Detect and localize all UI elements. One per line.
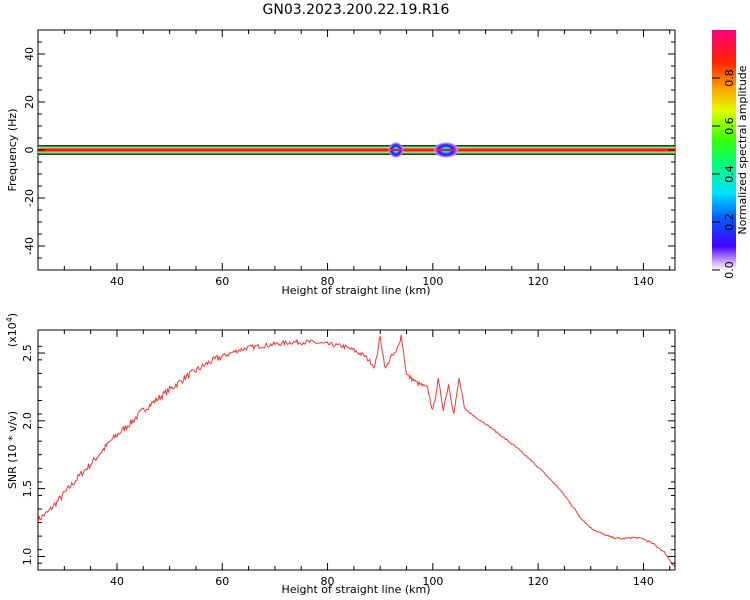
spectrogram-x-ticks: 40 60 80 100 120 140 xyxy=(63,30,671,288)
snr-series-line xyxy=(38,334,675,568)
snr-frame xyxy=(37,329,676,571)
y-tick-label: -40 xyxy=(23,237,36,255)
x-tick-label: 80 xyxy=(321,275,335,288)
x-tick-label: 120 xyxy=(528,575,549,588)
band-core xyxy=(38,148,675,152)
y-tick-label: 1.0 xyxy=(21,548,34,566)
colorbar-tick-label: 0.4 xyxy=(723,165,736,183)
figure-title: GN03.2023.200.22.19.R16 xyxy=(263,2,450,18)
colorbar-gradient xyxy=(712,30,736,270)
colorbar-tick-label: 0.6 xyxy=(723,117,736,135)
colorbar-tick-label: 0.2 xyxy=(723,213,736,231)
y-tick-label: 1.5 xyxy=(21,480,34,498)
x-tick-label: 140 xyxy=(633,575,654,588)
y-tick-label: 40 xyxy=(23,47,36,61)
x-tick-label: 60 xyxy=(215,275,229,288)
snr-y-ticks: 2.5 2.0 1.5 1.0 xyxy=(21,344,675,565)
frequency-band xyxy=(38,145,675,155)
y-tick-label: -20 xyxy=(23,189,36,207)
spectral-blobs xyxy=(388,141,460,159)
colorbar-label: Normalized spectral amplitude xyxy=(736,65,749,234)
colorbar: 0.0 0.2 0.4 0.6 0.8 Normalized spectral ampl… xyxy=(712,30,749,279)
colorbar-tick-label: 0.0 xyxy=(723,261,736,279)
x-tick-label: 40 xyxy=(110,575,124,588)
snr-y-scale-exp: 4 xyxy=(5,317,14,322)
y-tick-label: 2.0 xyxy=(21,412,34,430)
colorbar-tick-label: 0.8 xyxy=(723,69,736,87)
x-tick-label: 80 xyxy=(321,575,335,588)
snr-x-ticks: 40 60 80 100 120 140 xyxy=(63,330,671,588)
spectrogram-panel: 40 60 80 100 120 140 40 20 0 -20 -40 Height of st… xyxy=(6,29,676,297)
x-tick-label: 60 xyxy=(215,575,229,588)
snr-panel: 40 60 80 100 120 140 2.5 2.0 1.5 1.0 Height of s… xyxy=(5,313,676,596)
y-tick-label: 0 xyxy=(23,147,36,154)
snr-x-label: Height of straight line (km) xyxy=(281,583,430,596)
y-tick-label: 20 xyxy=(23,95,36,109)
snr-y-scale-base: (x10 xyxy=(6,322,19,347)
snr-y-scale: (x104) xyxy=(5,313,19,347)
y-tick-label: 2.5 xyxy=(21,344,34,362)
x-tick-label: 140 xyxy=(633,275,654,288)
spectrogram-x-label: Height of straight line (km) xyxy=(281,284,430,297)
spectrogram-y-label: Frequency (Hz) xyxy=(6,109,19,192)
x-tick-label: 40 xyxy=(110,275,124,288)
colorbar-ticks: 0.0 0.2 0.4 0.6 0.8 xyxy=(712,69,736,279)
spectrogram-y-ticks: 40 20 0 -20 -40 xyxy=(23,41,675,259)
x-tick-label: 120 xyxy=(528,275,549,288)
snr-y-label: SNR (10 * v/v) xyxy=(6,411,19,489)
x-tick-label: 100 xyxy=(422,575,443,588)
x-tick-label: 100 xyxy=(422,275,443,288)
